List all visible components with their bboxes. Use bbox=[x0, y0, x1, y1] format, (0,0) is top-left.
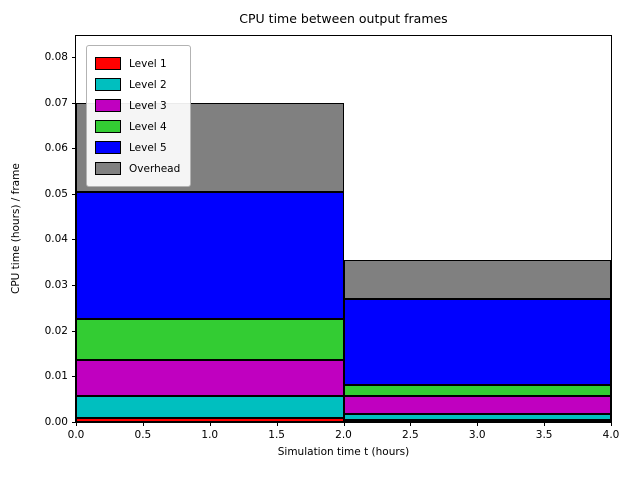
y-tick-mark bbox=[72, 193, 76, 195]
bar-segment-level-3 bbox=[76, 360, 344, 396]
x-tick-mark bbox=[76, 422, 77, 426]
y-tick-label: 0.05 bbox=[44, 187, 68, 200]
y-tick-label: 0.08 bbox=[44, 50, 68, 63]
legend-label: Level 1 bbox=[129, 57, 167, 70]
legend-label: Level 4 bbox=[129, 120, 167, 133]
x-tick-label: 1.5 bbox=[268, 429, 285, 441]
y-tick-label: 0.00 bbox=[44, 416, 68, 428]
legend: Level 1 Level 2 Level 3 Level 4 Level 5 Overh… bbox=[86, 45, 192, 187]
legend-label: Level 2 bbox=[129, 78, 167, 91]
x-tick-mark bbox=[276, 422, 278, 426]
bar-segment-level-4 bbox=[343, 385, 611, 396]
x-tick-label: 3.5 bbox=[535, 429, 553, 441]
y-tick-label: 0.07 bbox=[44, 96, 68, 109]
chart-title: CPU time between output frames bbox=[239, 11, 448, 26]
bar-segment-level-3 bbox=[343, 395, 611, 414]
y-tick-label: 0.01 bbox=[44, 370, 68, 383]
x-tick-label: 3.0 bbox=[468, 429, 486, 441]
legend-color-patch bbox=[95, 162, 121, 175]
x-tick-mark bbox=[477, 422, 479, 426]
bar-segment-level-2 bbox=[343, 413, 611, 421]
legend-label: Level 5 bbox=[129, 141, 167, 154]
bar-segment-level-5 bbox=[76, 191, 344, 320]
bar-segment-level-5 bbox=[343, 298, 611, 386]
legend-entry-level-1: Level 1 bbox=[95, 53, 180, 74]
y-tick-label: 0.03 bbox=[44, 279, 68, 292]
legend-entry-level-3: Level 3 bbox=[95, 95, 180, 116]
y-tick-mark bbox=[72, 376, 76, 378]
x-tick-mark bbox=[611, 422, 612, 426]
legend-entry-overhead: Overhead bbox=[95, 158, 180, 179]
legend-color-patch bbox=[95, 78, 121, 91]
y-tick-mark bbox=[72, 148, 76, 150]
y-tick-mark bbox=[72, 285, 76, 287]
y-tick-mark bbox=[72, 102, 76, 104]
legend-color-patch bbox=[95, 99, 121, 112]
x-tick-mark bbox=[410, 422, 412, 426]
y-tick-label: 0.06 bbox=[44, 142, 68, 155]
legend-color-patch bbox=[95, 120, 121, 133]
bar-segment-level-2 bbox=[76, 395, 344, 419]
legend-color-patch bbox=[95, 141, 121, 154]
legend-entry-level-2: Level 2 bbox=[95, 74, 180, 95]
x-tick-mark bbox=[142, 422, 144, 426]
y-tick-mark bbox=[72, 56, 76, 58]
y-tick-mark bbox=[72, 422, 76, 423]
legend-label: Overhead bbox=[129, 162, 181, 175]
x-tick-label: 2.0 bbox=[335, 429, 352, 441]
legend-label: Level 3 bbox=[129, 99, 167, 112]
plot-area: 0.0 0.5 1.0 1.5 2.0 2.5 3.0 3.5 4.0 0.00 0.01 0.02 0… bbox=[45, 35, 619, 441]
y-tick-label: 0.02 bbox=[44, 324, 68, 337]
x-axis-label: Simulation time t (hours) bbox=[277, 446, 410, 458]
legend-entry-level-5: Level 5 bbox=[95, 137, 180, 158]
y-tick-mark bbox=[72, 330, 76, 332]
legend-color-patch bbox=[95, 57, 121, 70]
x-tick-label: 2.5 bbox=[402, 429, 419, 441]
legend-entry-level-4: Level 4 bbox=[95, 116, 180, 137]
x-tick-label: 1.0 bbox=[201, 429, 219, 441]
x-tick-mark bbox=[343, 422, 345, 426]
bar-segment-level-4 bbox=[76, 319, 344, 361]
x-tick-label: 0.5 bbox=[134, 429, 152, 441]
bar-segment-overhead bbox=[343, 260, 611, 299]
bar-segment-level-1 bbox=[343, 420, 611, 423]
bar-segment-level-1 bbox=[76, 418, 344, 422]
x-tick-mark bbox=[544, 422, 546, 426]
x-tick-label: 4.0 bbox=[602, 429, 620, 441]
y-axis-label: CPU time (hours) / frame bbox=[10, 163, 22, 295]
x-tick-label: 0.0 bbox=[67, 429, 85, 441]
y-tick-label: 0.04 bbox=[44, 233, 68, 246]
y-tick-mark bbox=[72, 239, 76, 241]
x-tick-mark bbox=[209, 422, 211, 426]
